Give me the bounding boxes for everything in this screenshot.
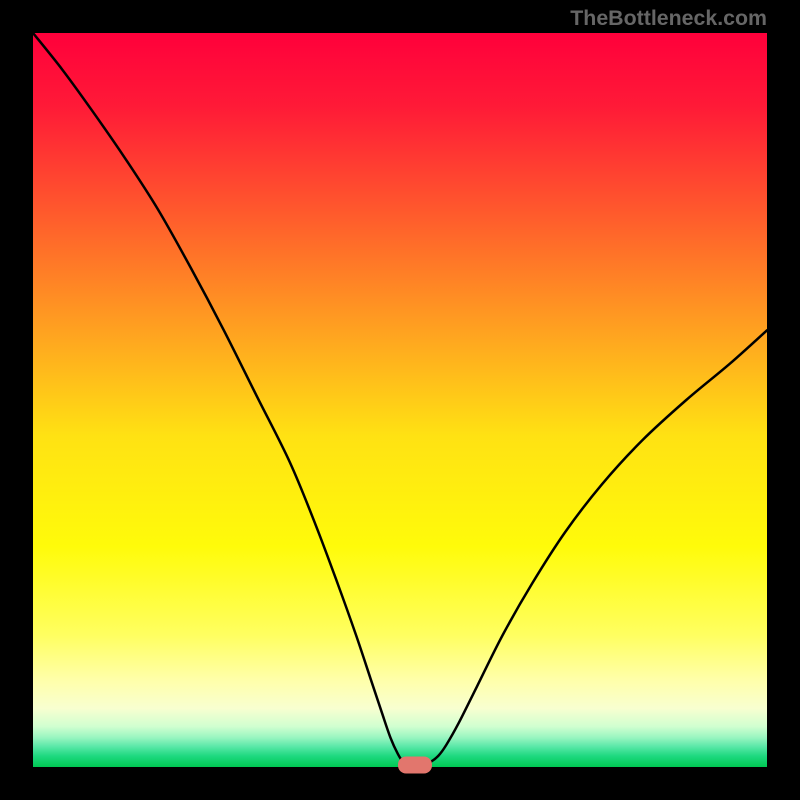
bottleneck-marker bbox=[398, 756, 432, 773]
attribution-text: TheBottleneck.com bbox=[570, 6, 767, 31]
chart-frame: TheBottleneck.com bbox=[0, 0, 800, 800]
bottleneck-curve bbox=[33, 33, 767, 767]
plot-area bbox=[33, 33, 767, 767]
